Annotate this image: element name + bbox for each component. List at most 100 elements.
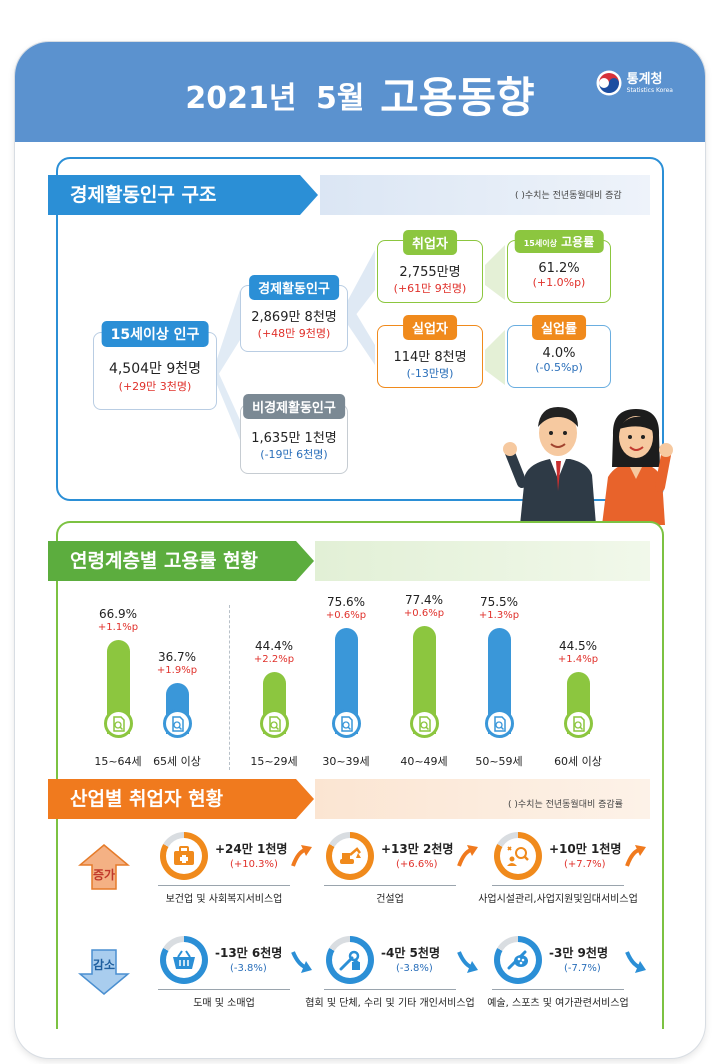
structure-banner: 경제활동인구 구조: [48, 175, 318, 215]
unemp-rate-value: 4.0%: [542, 346, 576, 361]
age-change-3: +0.6%p: [325, 610, 367, 621]
emp-rate-label: 고용률: [561, 235, 595, 249]
industry-inc-pct-0: (+10.3%): [230, 859, 278, 870]
industry-dec-ring-1: [326, 936, 374, 984]
node-emp-rate: 15세이상 고용률 61.2% (+1.0%p): [507, 230, 611, 303]
title-month: 5월: [316, 81, 365, 116]
industry-inc-name-0: 보건업 및 사회복지서비스업: [165, 894, 283, 905]
age-divider: [229, 605, 230, 770]
trend-down-arrow-icon: [456, 950, 480, 980]
industry-dec-value-1: -4만 5천명: [381, 946, 440, 960]
non-active-change: (-19만 6천명): [260, 448, 328, 461]
agency-name-kr: 통계청: [626, 71, 663, 87]
industry-inc-underline-0: [158, 885, 290, 886]
repair-tools-icon: [332, 942, 368, 978]
node-employed: 취업자 2,755만명 (+61만 9천명): [377, 230, 483, 303]
trend-up-arrow-icon: [290, 842, 314, 872]
structure-connectors: [215, 245, 505, 440]
industry-dec-ring-2: [494, 936, 542, 984]
industry-inc-value-2: +10만 1천명: [549, 842, 622, 856]
age-pct-2: 44.4%: [254, 639, 294, 653]
increase-arrow-icon: [78, 844, 130, 890]
trend-up-arrow-icon: [456, 842, 480, 872]
age-pct-1: 36.7%: [157, 650, 197, 664]
page-title: 2021년 5월 고용동향: [15, 64, 705, 125]
document-chart-icon: [163, 709, 192, 738]
industry-title: 산업별 취업자 현황: [70, 788, 224, 810]
pop15-value: 4,504만 9천명: [108, 361, 202, 377]
age-label-6: 60세 이상: [554, 755, 602, 768]
unemployed-change: (-13만명): [406, 367, 454, 380]
industry-inc-ring-2: [494, 832, 542, 880]
non-active-value: 1,635만 1천명: [251, 431, 337, 446]
emp-rate-value: 61.2%: [538, 261, 580, 276]
unemployed-value: 114만 8천명: [393, 350, 467, 365]
industry-dec-pct-1: (-3.8%): [396, 963, 433, 974]
employed-value: 2,755만명: [399, 265, 461, 280]
industry-dec-value-0: -13만 6천명: [215, 946, 283, 960]
industry-inc-ring-1: [326, 832, 374, 880]
node-non-active: 비경제활동인구 1,635만 1천명 (-19만 6천명): [240, 394, 348, 474]
node-pop15: 15세이상 인구 4,504만 9천명 (+29만 3천명): [93, 321, 217, 410]
industry-inc-underline-1: [324, 885, 456, 886]
unemployed-label: 실업자: [403, 315, 457, 340]
age-pct-6: 44.5%: [558, 639, 598, 653]
node-unemp-rate: 실업률 4.0% (-0.5%p): [507, 315, 611, 388]
age-title: 연령계층별 고용률 현황: [70, 550, 259, 572]
employed-label: 취업자: [403, 230, 457, 255]
trend-up-arrow-icon: [624, 842, 648, 872]
industry-banner-tail: [315, 779, 650, 819]
industry-inc-underline-2: [492, 885, 624, 886]
palette-icon: [500, 942, 536, 978]
decrease-label: 감소: [92, 958, 116, 972]
first-aid-kit-icon: [166, 838, 202, 874]
age-label-0: 15~64세: [94, 755, 142, 768]
industry-dec-name-0: 도매 및 소매업: [193, 998, 255, 1009]
title-year: 2021년: [185, 81, 297, 116]
age-label-1: 65세 이상: [153, 755, 201, 768]
excavator-icon: [332, 838, 368, 874]
document-chart-icon: [332, 709, 361, 738]
age-change-0: +1.1%p: [97, 622, 139, 633]
unemp-rate-change: (-0.5%p): [535, 361, 583, 374]
age-banner-tail: [315, 541, 650, 581]
structure-title: 경제활동인구 구조: [70, 184, 217, 206]
industry-inc-pct-2: (+7.7%): [564, 859, 606, 870]
age-label-2: 15~29세: [250, 755, 298, 768]
shopping-basket-icon: [166, 942, 202, 978]
industry-inc-name-2: 사업시설관리,사업지원및임대서비스업: [478, 894, 638, 905]
industry-banner: 산업별 취업자 현황: [48, 779, 314, 819]
age-change-4: +0.6%p: [403, 608, 445, 619]
industry-inc-ring-0: [160, 832, 208, 880]
unemp-rate-label: 실업률: [532, 315, 586, 340]
industry-inc-pct-1: (+6.6%): [396, 859, 438, 870]
age-change-5: +1.3%p: [478, 610, 520, 621]
emp-rate-tag: 15세이상 고용률: [514, 230, 604, 253]
structure-note: ( )수치는 전년동월대비 증감: [515, 191, 622, 201]
age-label-4: 40~49세: [400, 755, 448, 768]
age-pct-3: 75.6%: [326, 595, 366, 609]
node-unemployed: 실업자 114만 8천명 (-13만명): [377, 315, 483, 388]
age-change-6: +1.4%p: [557, 654, 599, 665]
business-support-icon: [500, 838, 536, 874]
node-econ-active: 경제활동인구 2,869만 8천명 (+48만 9천명): [240, 275, 348, 352]
age-bar-6: [564, 672, 593, 738]
age-bar-1: [163, 683, 192, 738]
document-chart-icon: [564, 709, 593, 738]
pop15-label: 15세이상 인구: [101, 321, 209, 347]
structure-banner-tail: [320, 175, 650, 215]
age-change-1: +1.9%p: [156, 665, 198, 676]
industry-dec-underline-2: [492, 989, 624, 990]
industry-dec-value-2: -3만 9천명: [549, 946, 608, 960]
age-pct-5: 75.5%: [479, 595, 519, 609]
business-people-illustration: [503, 407, 673, 525]
industry-inc-name-1: 건설업: [376, 894, 404, 905]
decrease-arrow-icon: [78, 949, 130, 995]
age-pct-0: 66.9%: [98, 607, 138, 621]
non-active-label: 비경제활동인구: [243, 394, 345, 419]
industry-inc-value-1: +13만 2천명: [381, 842, 454, 856]
industry-note: ( )수치는 전년동월대비 증감률: [508, 800, 623, 810]
trend-down-arrow-icon: [290, 950, 314, 980]
document-chart-icon: [104, 709, 133, 738]
document-chart-icon: [410, 709, 439, 738]
